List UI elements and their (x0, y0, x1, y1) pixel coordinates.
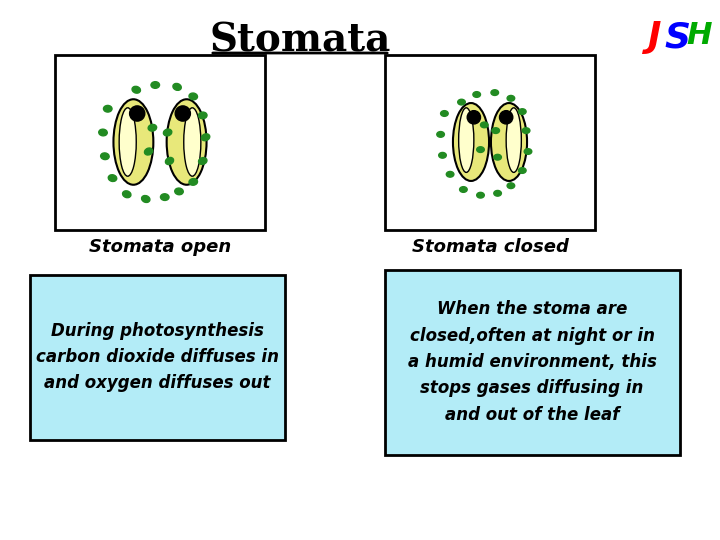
Ellipse shape (507, 183, 515, 188)
Ellipse shape (199, 158, 207, 165)
Ellipse shape (151, 82, 159, 89)
Ellipse shape (494, 154, 501, 160)
Ellipse shape (189, 93, 197, 100)
Circle shape (500, 111, 513, 124)
FancyBboxPatch shape (385, 55, 595, 230)
Ellipse shape (161, 194, 169, 200)
Circle shape (130, 106, 145, 121)
Ellipse shape (491, 90, 498, 96)
Ellipse shape (99, 129, 107, 136)
Ellipse shape (459, 108, 474, 172)
Ellipse shape (477, 147, 485, 152)
Ellipse shape (441, 111, 448, 116)
Ellipse shape (437, 132, 444, 137)
Circle shape (467, 111, 480, 124)
Ellipse shape (145, 148, 153, 155)
Ellipse shape (524, 148, 532, 154)
Ellipse shape (477, 192, 485, 198)
Ellipse shape (163, 129, 172, 136)
Text: S: S (664, 20, 690, 54)
Ellipse shape (491, 103, 527, 181)
FancyBboxPatch shape (385, 270, 680, 455)
Circle shape (175, 106, 190, 121)
Text: H: H (686, 21, 712, 50)
Ellipse shape (141, 195, 150, 202)
Ellipse shape (459, 187, 467, 192)
Ellipse shape (109, 174, 117, 181)
Text: Stomata closed: Stomata closed (412, 238, 568, 256)
Ellipse shape (494, 191, 501, 196)
Ellipse shape (492, 128, 500, 133)
Ellipse shape (202, 134, 210, 140)
Text: Stomata: Stomata (210, 21, 391, 59)
Ellipse shape (119, 108, 136, 176)
Ellipse shape (438, 152, 446, 158)
Ellipse shape (175, 188, 183, 195)
Ellipse shape (104, 105, 112, 112)
Ellipse shape (473, 92, 480, 97)
Ellipse shape (166, 158, 174, 165)
Ellipse shape (148, 124, 157, 131)
Ellipse shape (166, 99, 207, 185)
Text: J: J (648, 20, 662, 54)
FancyBboxPatch shape (30, 275, 285, 440)
Ellipse shape (522, 128, 530, 133)
Ellipse shape (507, 96, 515, 101)
Ellipse shape (199, 112, 207, 119)
Ellipse shape (506, 108, 521, 172)
Ellipse shape (518, 167, 526, 173)
Text: Stomata open: Stomata open (89, 238, 231, 256)
Text: When the stoma are
closed,often at night or in
a humid environment, this
stops g: When the stoma are closed,often at night… (408, 300, 657, 424)
Ellipse shape (446, 172, 454, 177)
Ellipse shape (480, 122, 488, 128)
Text: During photosynthesis
carbon dioxide diffuses in
and oxygen diffuses out: During photosynthesis carbon dioxide dif… (35, 322, 279, 393)
FancyBboxPatch shape (55, 55, 265, 230)
Ellipse shape (189, 178, 197, 185)
Ellipse shape (122, 191, 131, 198)
Ellipse shape (101, 153, 109, 160)
Ellipse shape (132, 86, 140, 93)
Ellipse shape (173, 84, 181, 90)
Ellipse shape (518, 109, 526, 114)
Ellipse shape (184, 108, 201, 176)
Ellipse shape (453, 103, 489, 181)
Ellipse shape (458, 99, 465, 105)
Ellipse shape (114, 99, 153, 185)
